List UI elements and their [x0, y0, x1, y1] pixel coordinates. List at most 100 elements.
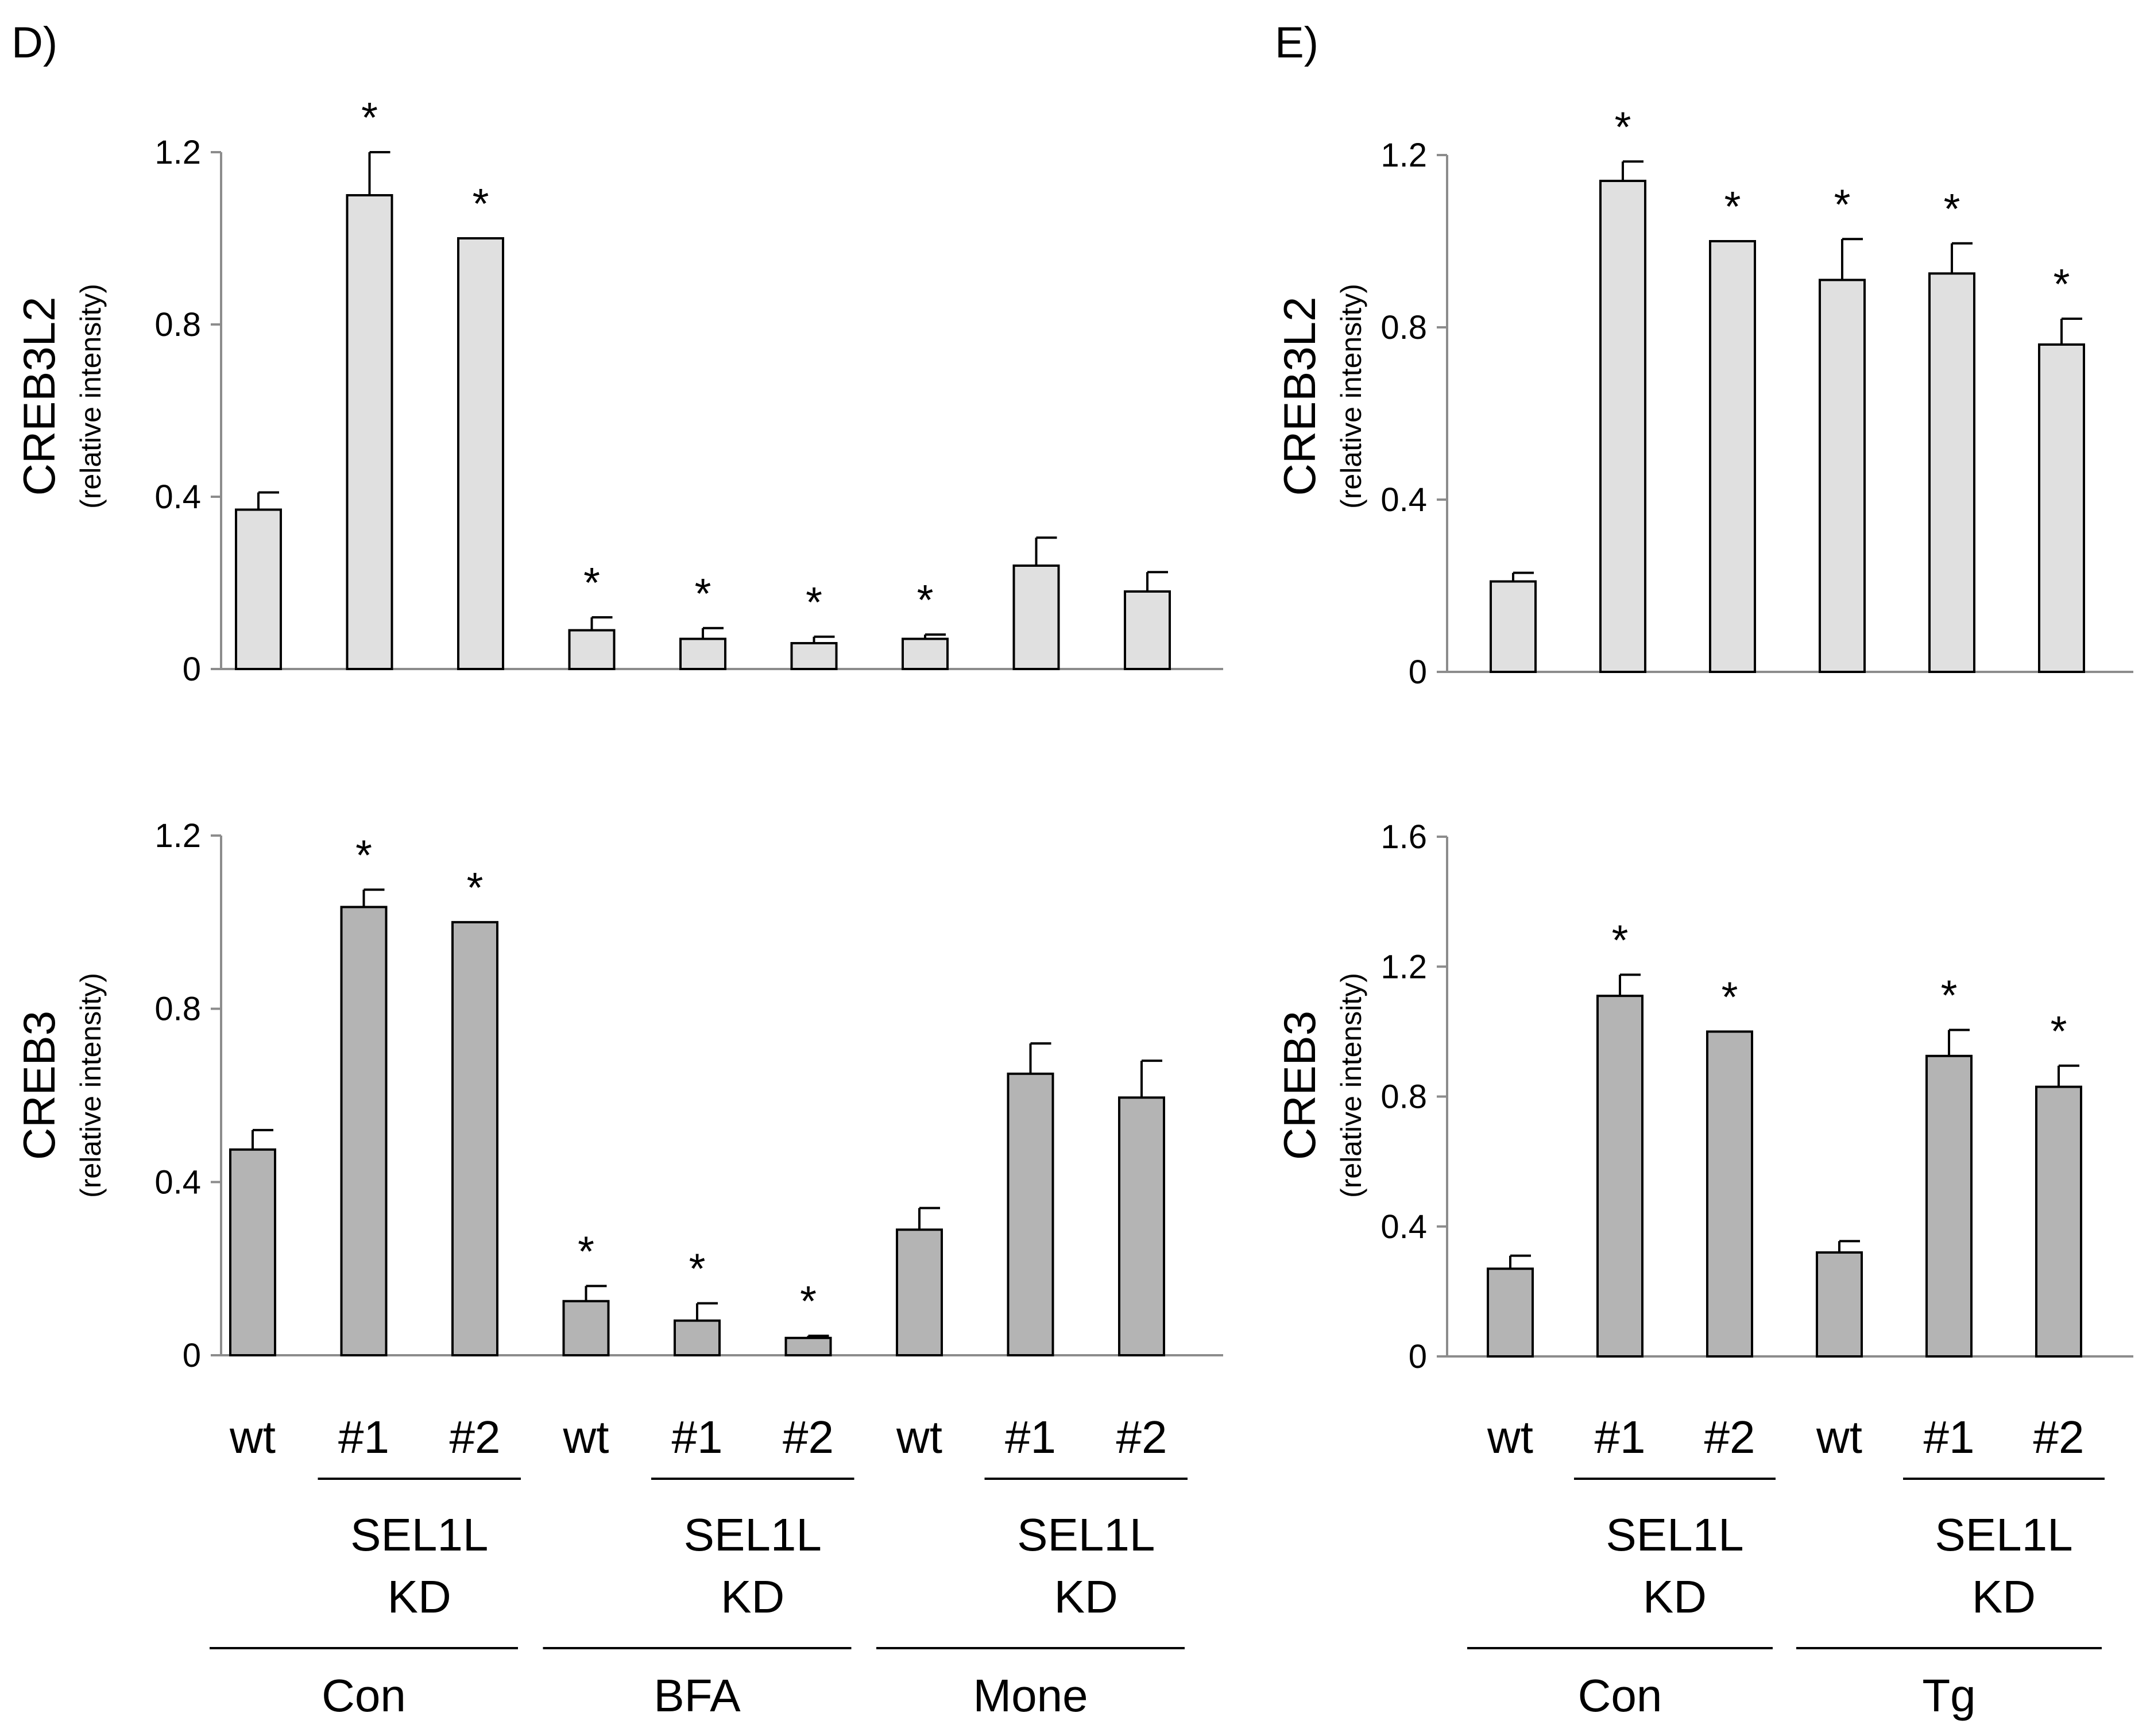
significance-star: * [1612, 916, 1629, 964]
treatment-label: Con [1578, 1670, 1662, 1721]
significance-star: * [467, 864, 484, 911]
group-labels-d: wt #1 #2 SEL1L KD Con wt #1 #2 SEL1L KD BFA wt #1 #2 SE… [210, 1412, 1188, 1721]
y-tick-label: 0.4 [154, 1163, 201, 1201]
y-tick-label: 0.8 [154, 306, 201, 343]
kd-label-line2: KD [388, 1571, 451, 1622]
sample-label: #1 [1005, 1412, 1056, 1463]
y-axis-sublabel: (relative intensity) [75, 973, 107, 1198]
bar [1925, 1054, 1973, 1358]
bar [679, 637, 726, 670]
bar [1816, 1251, 1863, 1358]
sample-label: wt [229, 1412, 276, 1463]
bar [346, 194, 393, 670]
sample-label: #1 [672, 1412, 723, 1463]
bar [457, 237, 504, 670]
sample-label: #2 [1704, 1412, 1755, 1463]
y-tick-label: 0 [1409, 654, 1427, 691]
bar [784, 1336, 832, 1356]
sample-label: wt [563, 1412, 609, 1463]
sample-label: wt [896, 1412, 942, 1463]
sample-label: #2 [2033, 1412, 2085, 1463]
bar [451, 921, 498, 1357]
bar [674, 1319, 721, 1357]
bar [229, 1148, 276, 1357]
significance-star: * [695, 570, 711, 617]
sample-label: wt [1816, 1412, 1862, 1463]
y-tick-label: 0.8 [1380, 309, 1427, 346]
kd-label-line1: SEL1L [1935, 1509, 2072, 1560]
y-tick-label: 1.2 [1380, 948, 1427, 985]
sample-label: #1 [1924, 1412, 1975, 1463]
bar [896, 1228, 943, 1357]
bar [562, 1300, 610, 1357]
y-tick-label: 1.2 [1380, 137, 1427, 174]
bar [1012, 565, 1060, 670]
kd-label-line2: KD [721, 1571, 784, 1622]
significance-star: * [1834, 180, 1851, 228]
significance-star: * [689, 1245, 706, 1293]
significance-star: * [1944, 185, 1960, 233]
treatment-label: Con [322, 1670, 406, 1721]
chart-e-creb3: 0 0.4 0.8 1.2 1.6 CREB3 (relative intensity) * *… [1274, 818, 2133, 1375]
significance-star: * [1722, 973, 1738, 1020]
group-labels-e: wt #1 #2 SEL1L KD Con wt #1 #2 SEL1L KD Tg [1467, 1412, 2105, 1721]
kd-label-line2: KD [1054, 1571, 1118, 1622]
bar [568, 629, 616, 670]
panel-label-d: D) [11, 18, 57, 67]
bar [1928, 272, 1975, 673]
y-axis-sublabel: (relative intensity) [1335, 284, 1367, 509]
y-tick-label: 0.8 [154, 991, 201, 1028]
sample-label: #1 [338, 1412, 389, 1463]
bar [1124, 590, 1171, 670]
panel-label-e: E) [1275, 18, 1318, 67]
y-tick-label: 0.4 [1380, 481, 1427, 519]
treatment-label: Mone [973, 1670, 1088, 1721]
sample-label: wt [1487, 1412, 1533, 1463]
significance-star: * [2051, 1007, 2067, 1055]
sample-label: #2 [450, 1412, 501, 1463]
chart-e-creb3l2: 0 0.4 0.8 1.2 CREB3L2 (relative intensity) * * *… [1274, 103, 2133, 691]
significance-star: * [355, 831, 372, 879]
chart-d-creb3: 0 0.4 0.8 1.2 CREB3 (relative intensity) * * * * * [14, 817, 1223, 1374]
bar [1118, 1096, 1165, 1357]
significance-star: * [473, 180, 489, 227]
kd-label-line1: SEL1L [684, 1509, 822, 1560]
charts-layer: 0 0.4 0.8 1.2 CREB3L2 (relative intensity) * * *… [14, 94, 2133, 1721]
y-tick-label: 1.6 [1380, 818, 1427, 856]
treatment-label: BFA [653, 1670, 741, 1721]
y-tick-label: 0.8 [1380, 1078, 1427, 1116]
bar [2038, 343, 2085, 673]
kd-label-line1: SEL1L [1606, 1509, 1743, 1560]
y-tick-label: 0.4 [1380, 1208, 1427, 1246]
bar [1599, 180, 1646, 673]
y-tick-label: 0 [183, 651, 201, 688]
kd-label-line2: KD [1643, 1571, 1707, 1622]
bar [1706, 1030, 1753, 1358]
bar [1819, 279, 1866, 673]
bar [2035, 1085, 2082, 1358]
y-tick-label: 1.2 [154, 817, 201, 855]
bar [340, 906, 388, 1356]
sample-label: #1 [1595, 1412, 1646, 1463]
significance-star: * [917, 576, 934, 624]
sample-label: #2 [1116, 1412, 1167, 1463]
significance-star: * [2054, 260, 2070, 308]
kd-label-line1: SEL1L [350, 1509, 488, 1560]
significance-star: * [578, 1227, 594, 1275]
y-tick-label: 0 [183, 1337, 201, 1374]
y-axis-label: CREB3L2 [1274, 297, 1325, 496]
bar [1709, 240, 1756, 673]
y-tick-label: 0 [1409, 1338, 1427, 1375]
y-tick-label: 0.4 [154, 478, 201, 516]
bar [902, 637, 949, 670]
significance-star: * [583, 559, 600, 606]
y-axis-sublabel: (relative intensity) [75, 284, 107, 509]
sample-label: #2 [783, 1412, 834, 1463]
chart-d-creb3l2: 0 0.4 0.8 1.2 CREB3L2 (relative intensity) * * *… [14, 94, 1223, 688]
kd-label-line1: SEL1L [1017, 1509, 1155, 1560]
significance-star: * [800, 1277, 817, 1325]
y-tick-label: 1.2 [154, 134, 201, 171]
y-axis-label: CREB3L2 [14, 297, 64, 496]
significance-star: * [1941, 972, 1958, 1019]
